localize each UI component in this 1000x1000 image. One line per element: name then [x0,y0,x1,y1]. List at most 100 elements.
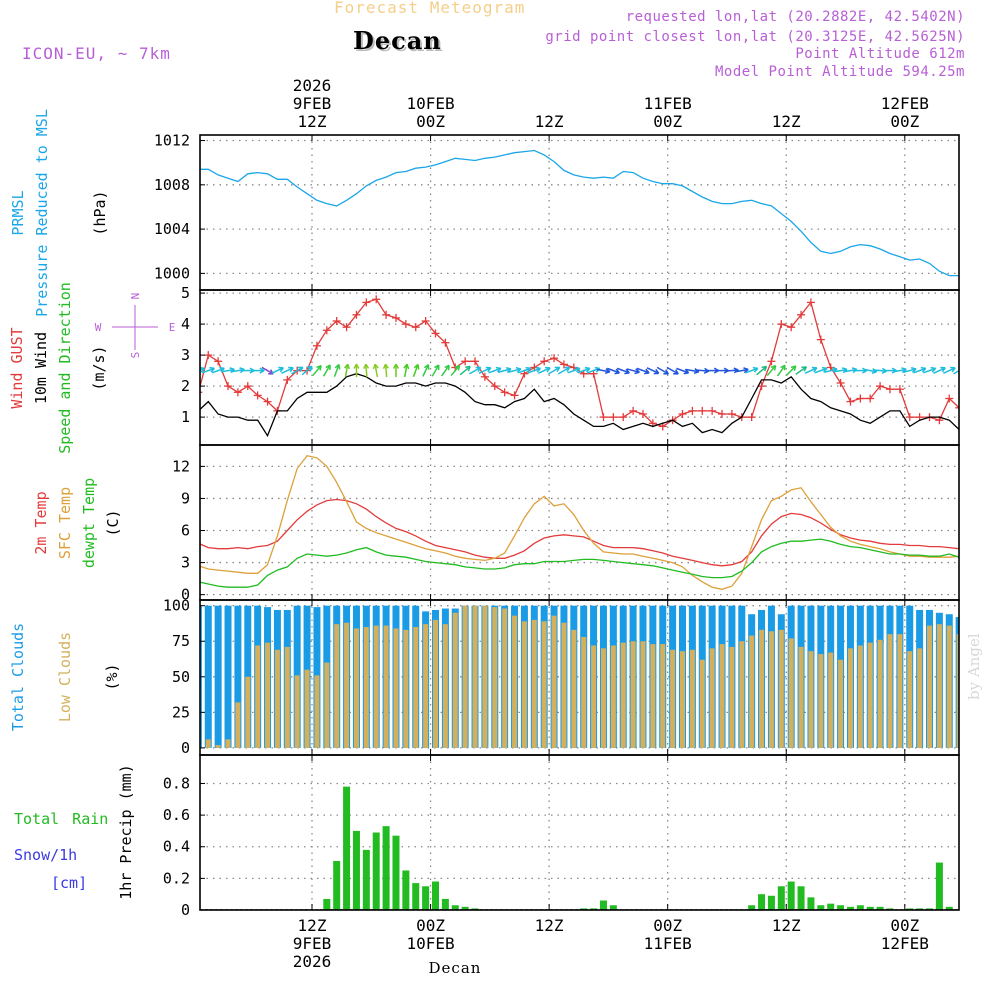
rain-bar [609,905,617,910]
wind-direction-arrow [469,366,482,375]
rain-bar [422,886,430,910]
rain-bar [945,906,953,910]
gust-marker [550,354,559,363]
rain-legend: Total Rain [14,810,108,828]
wind-direction-arrow [745,366,759,374]
total-cloud-bar [204,605,212,748]
gust-marker [461,357,470,366]
rain-bar [333,860,341,910]
wind-direction-arrow [312,364,322,377]
y-tick-label: 1008 [154,176,190,194]
wind-direction-arrow [271,366,284,375]
low-cloud-bar [531,619,537,748]
gust-marker [708,406,717,415]
low-cloud-bar [867,642,873,748]
wind-direction-arrow [508,367,522,374]
total-cloud-bar [244,605,252,748]
gust-marker [441,338,450,347]
gust-marker [945,394,954,403]
temp-sfc-label: SFC Temp [56,487,74,559]
wind-direction-arrow [953,369,959,375]
gust-marker [955,403,959,412]
wind-direction-arrow [382,363,389,378]
pressure-label: PRMSL [9,190,27,235]
low-cloud-bar [571,629,577,748]
wind-direction-arrow [903,367,917,374]
low-cloud-bar [591,645,597,748]
gust-marker [806,298,815,307]
wind-unit-label: (m/s) [90,345,108,390]
wind-direction-arrow [353,363,360,378]
total-cloud-bar [214,605,222,748]
low-cloud-bar [442,624,448,748]
low-cloud-bar [334,624,340,748]
y-tick-label: 0.2 [163,869,190,887]
precip-plot-area [200,755,959,910]
gust-marker [382,310,391,319]
panel-wind: 1 2 3 4 5 [181,284,960,446]
bottom-time-label: 12Z [535,916,564,935]
low-cloud-bar [363,627,369,748]
rain-bar [382,826,390,910]
gust-marker [599,413,608,422]
y-tick-label: 1004 [154,220,190,238]
bottom-time-label: 12Z [298,916,327,935]
low-cloud-bar [512,615,518,748]
rain-bar [343,786,351,910]
panel-precip: 0 0.2 0.4 0.6 0.8 [163,754,960,919]
pressure-unit-label: (hPa) [91,190,109,235]
low-cloud-bar [561,622,567,748]
wind-direction-arrow [913,366,927,374]
low-cloud-bar [274,649,280,748]
low-cloud-bar [936,624,942,748]
wind-direction-arrow [450,364,461,377]
gust-marker [214,357,223,366]
low-cloud-bar [798,646,804,748]
gust-marker [362,298,371,307]
rain-bar [876,906,884,910]
gust-marker [885,385,894,394]
y-tick-label: 9 [181,489,190,507]
y-tick-label: 0.4 [163,838,190,856]
gust-marker [866,394,875,403]
wind-direction-arrow [322,364,331,377]
total-cloud-bar [224,605,232,748]
low-cloud-bar [353,628,359,748]
y-tick-label: 6 [181,522,190,540]
panel-temperature: 0 3 6 9 12 [172,444,960,604]
rain-bar [817,905,825,910]
gust-marker [322,326,331,335]
low-cloud-bar [857,645,863,748]
wind-direction-arrow [281,366,294,375]
gust-marker [471,357,480,366]
wind-direction-arrow [786,365,797,376]
low-cloud-bar [581,636,587,748]
rain-bar [827,903,835,910]
rain-bar [352,830,360,910]
2m-temp-line [200,498,959,567]
gust-marker [836,379,845,387]
wind-direction-arrow [459,365,471,376]
low-cloud-bar [373,625,379,748]
low-cloud-bar [423,624,429,748]
low-cloud-bar [492,607,498,748]
low-cloud-bar [620,642,626,748]
gust-marker [224,382,233,391]
gust-marker [253,391,262,400]
gust-marker [200,391,203,393]
top-time-label: 10FEB [406,94,454,113]
low-cloud-bar [433,619,438,748]
y-tick-label: 0 [181,901,190,919]
low-cloud-bar [739,641,745,748]
wind-direction-arrow [333,363,341,377]
wind-direction-arrow [923,366,937,374]
gust-marker [856,394,865,403]
low-cloud-bar [235,702,241,748]
y-tick-label: 12 [172,457,190,475]
y-tick-label: 0 [181,586,190,604]
y-tick-label: 3 [181,554,190,572]
gust-marker [846,397,855,406]
gust-marker [243,382,252,391]
wind-direction-arrow [403,363,410,378]
pressure-frame [199,134,960,291]
